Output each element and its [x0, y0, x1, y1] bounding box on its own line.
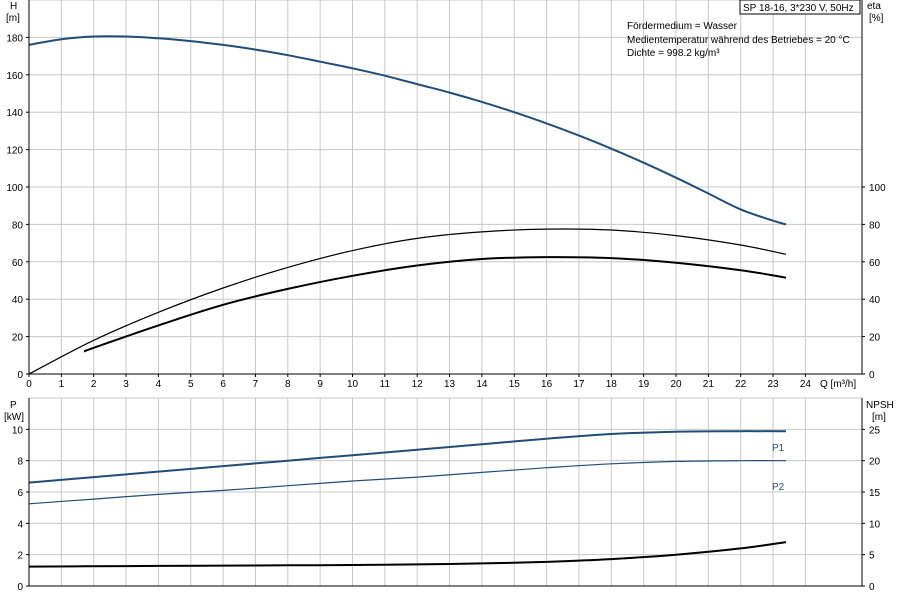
x-tick-label: 10 [347, 379, 359, 390]
series-label-p1: P1 [772, 443, 785, 454]
x-tick-label: 19 [638, 379, 650, 390]
y2-tick-label: 40 [869, 295, 881, 306]
series-line-0-0 [28, 35, 787, 226]
y-axis-label-p: P [10, 400, 17, 411]
x-tick-label: 2 [91, 379, 97, 390]
x-tick-label: 15 [509, 379, 521, 390]
y2-tick-label: 20 [869, 457, 881, 468]
x-tick-label: 13 [444, 379, 456, 390]
series-line-p1 [28, 430, 787, 484]
y2-axis-unit-eta: [%] [869, 13, 884, 24]
y2-axis-label-npsh: NPSH [866, 400, 894, 411]
y-tick-label: 0 [17, 370, 23, 381]
y-tick-label: 6 [17, 488, 23, 499]
y-axis-unit-p: [kW] [4, 412, 24, 423]
y-tick-label: 0 [17, 582, 23, 593]
y2-tick-label: 20 [869, 333, 881, 344]
x-tick-label: 23 [767, 379, 779, 390]
y2-tick-label: 80 [869, 220, 881, 231]
x-tick-label: 14 [476, 379, 488, 390]
y2-tick-label: 100 [869, 183, 886, 194]
x-tick-label: 4 [156, 379, 162, 390]
x-tick-label: 20 [670, 379, 682, 390]
y-tick-label: 8 [17, 457, 23, 468]
y2-axis-label-eta: eta [867, 1, 881, 12]
x-tick-label: 9 [317, 379, 323, 390]
x-tick-label: 5 [188, 379, 194, 390]
y2-tick-label: 0 [869, 370, 875, 381]
y2-tick-label: 5 [869, 551, 875, 562]
y2-tick-label: 10 [869, 519, 881, 530]
x-tick-label: 12 [412, 379, 424, 390]
y-tick-label: 160 [6, 71, 23, 82]
x-tick-label: 7 [253, 379, 259, 390]
info-line-1: Fördermedium = Wasser [627, 21, 738, 32]
y-tick-label: 80 [12, 220, 24, 231]
y2-axis-unit-npsh: [m] [872, 412, 886, 423]
y2-tick-label: 0 [869, 582, 875, 593]
x-tick-label: 24 [800, 379, 812, 390]
series-line-0-1 [28, 228, 787, 375]
title-box [739, 0, 861, 15]
y-tick-label: 10 [12, 425, 24, 436]
x-tick-label: 17 [573, 379, 585, 390]
series-label-p2: P2 [772, 482, 785, 493]
x-tick-label: 3 [123, 379, 129, 390]
x-tick-label: 21 [703, 379, 715, 390]
x-tick-label: 1 [59, 379, 65, 390]
y-tick-label: 4 [17, 519, 23, 530]
series-line-0-2 [83, 256, 787, 353]
info-line-2: Medientemperatur während des Betriebes =… [627, 35, 850, 46]
chart-title: SP 18-16, 3*230 V, 50Hz [743, 3, 854, 14]
y2-tick-label: 60 [869, 258, 881, 269]
x-tick-label: 22 [735, 379, 747, 390]
info-line-3: Dichte = 998.2 kg/m³ [627, 48, 720, 59]
y-axis-unit-h: [m] [6, 13, 20, 24]
x-tick-label: 16 [541, 379, 553, 390]
y-tick-label: 60 [12, 258, 24, 269]
x-tick-label: 6 [220, 379, 226, 390]
y2-tick-label: 15 [869, 488, 881, 499]
y-tick-label: 2 [17, 551, 23, 562]
y-tick-label: 40 [12, 295, 24, 306]
x-tick-label: 18 [606, 379, 618, 390]
y2-tick-label: 25 [869, 425, 881, 436]
series-line-1-2 [28, 541, 787, 568]
x-axis-label-q: Q [m³/h] [820, 379, 856, 390]
y-tick-label: 140 [6, 108, 23, 119]
x-tick-label: 8 [285, 379, 291, 390]
x-tick-label: 11 [380, 379, 391, 390]
y-tick-label: 180 [6, 33, 23, 44]
x-tick-label: 0 [26, 379, 32, 390]
series-line-p2 [28, 460, 787, 505]
y-tick-label: 120 [6, 146, 23, 157]
y-tick-label: 100 [6, 183, 23, 194]
y-axis-label-h: H [10, 1, 17, 12]
y-tick-label: 20 [12, 333, 24, 344]
